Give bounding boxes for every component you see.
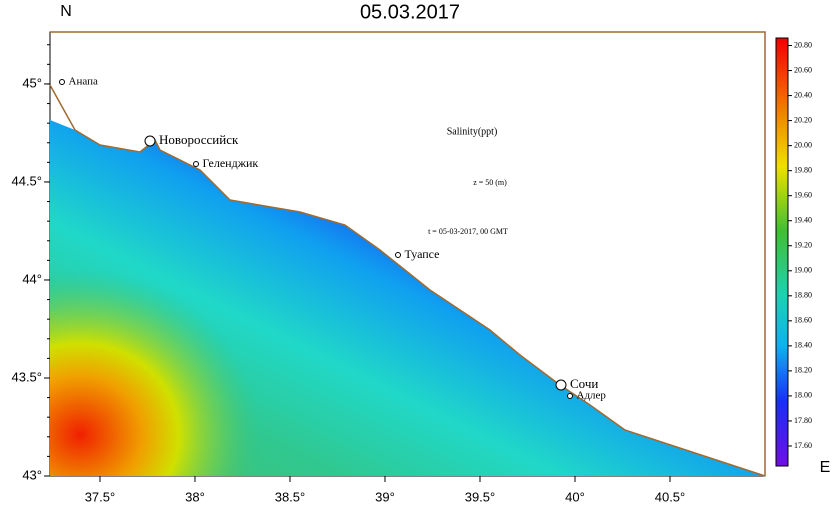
colorbar-tick-label: 18.40 xyxy=(794,341,812,350)
colorbar-tick-label: 20.00 xyxy=(794,140,812,149)
x-tick-label: 37.5° xyxy=(85,489,116,504)
annotation: t = 05-03-2017, 00 GMT xyxy=(428,227,508,236)
city-label: Адлер xyxy=(577,390,607,402)
colorbar-tick-label: 19.60 xyxy=(794,191,812,200)
x-tick-label: 38° xyxy=(185,489,205,504)
x-tick-label: 40° xyxy=(565,489,585,504)
colorbar-tick-label: 20.40 xyxy=(794,90,812,99)
x-tick-label: 39° xyxy=(375,489,395,504)
x-tick-label: 39.5° xyxy=(465,489,496,504)
x-tick-label: 40.5° xyxy=(655,489,686,504)
city-label: Туапсе xyxy=(405,247,440,261)
colorbar xyxy=(775,37,789,467)
annotation: Salinity(ppt) xyxy=(447,126,498,137)
city-label: Сочи xyxy=(570,376,598,391)
y-tick-label: 45° xyxy=(22,75,42,90)
colorbar-tick-label: 19.20 xyxy=(794,241,812,250)
colorbar-tick-label: 19.40 xyxy=(794,216,812,225)
north-label: N xyxy=(60,3,72,20)
colorbar-tick-label: 17.60 xyxy=(794,441,812,450)
y-tick-label: 44° xyxy=(22,271,42,286)
annotation: z = 50 (m) xyxy=(473,178,507,187)
colorbar-tick-label: 17.80 xyxy=(794,416,812,425)
x-tick-label: 38.5° xyxy=(275,489,306,504)
city-marker xyxy=(144,135,156,147)
city-label: Новороссийск xyxy=(159,132,239,147)
colorbar-tick-label: 19.00 xyxy=(794,266,812,275)
colorbar-tick-label: 20.20 xyxy=(794,115,812,124)
colorbar-tick-label: 19.80 xyxy=(794,165,812,174)
colorbar-tick-label: 20.80 xyxy=(794,40,812,49)
city-marker xyxy=(567,393,573,399)
colorbar-tick-label: 20.60 xyxy=(794,65,812,74)
y-tick-label: 43° xyxy=(22,467,42,482)
colorbar-tick-label: 18.00 xyxy=(794,391,812,400)
title: 05.03.2017 xyxy=(360,1,460,23)
y-tick-label: 44.5° xyxy=(11,173,42,188)
colorbar-tick-label: 18.60 xyxy=(794,316,812,325)
city-marker xyxy=(59,79,65,85)
city-marker xyxy=(395,252,401,258)
city-marker xyxy=(555,379,567,391)
city-label: Анапа xyxy=(69,76,98,88)
colorbar-tick-label: 18.20 xyxy=(794,366,812,375)
colorbar-tick-label: 18.80 xyxy=(794,291,812,300)
city-label: Геленджик xyxy=(203,156,259,170)
east-label: E xyxy=(820,459,831,476)
y-tick-label: 43.5° xyxy=(11,369,42,384)
city-marker xyxy=(193,161,199,167)
